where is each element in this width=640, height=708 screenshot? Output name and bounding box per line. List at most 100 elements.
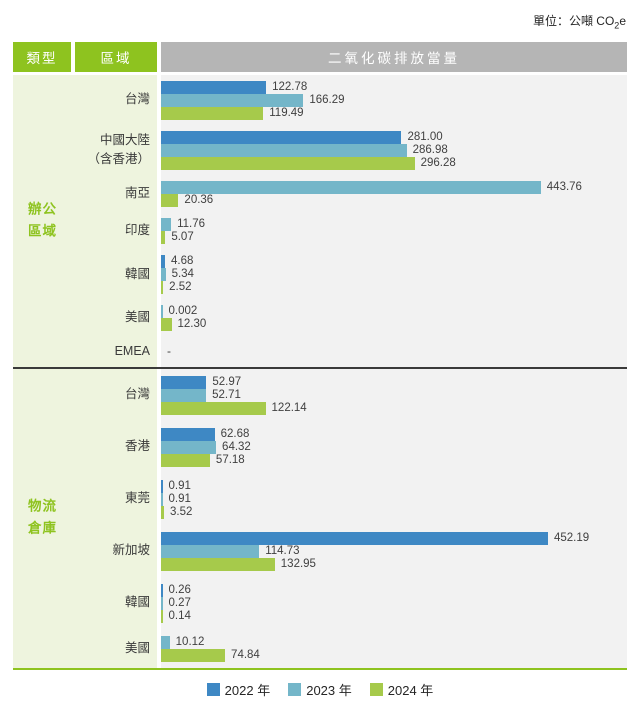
bar-value-label: 4.68 bbox=[171, 255, 194, 268]
type-label-office-area: 辦公 區域 bbox=[28, 201, 57, 239]
region-label: EMEA bbox=[114, 344, 150, 358]
type-region-column-background bbox=[13, 75, 157, 668]
bar-group: 10.12 74.84 bbox=[161, 635, 627, 662]
bar-line: 4.68 bbox=[161, 254, 627, 268]
bar-2024年 bbox=[161, 648, 226, 662]
legend: 2022 年 2023 年 2024 年 bbox=[0, 680, 640, 699]
bar-2024年 bbox=[161, 280, 164, 294]
bar-value-label: 20.36 bbox=[184, 194, 214, 207]
bar-line: 0.002 bbox=[161, 304, 627, 318]
column-header-region: 區域 bbox=[75, 42, 157, 72]
bar-2023年 bbox=[161, 596, 163, 610]
bar-line: 64.32 bbox=[161, 440, 627, 454]
chart-row-台灣: 台灣 122.78 166.29 119.49 bbox=[13, 80, 627, 120]
bar-2023年 bbox=[161, 93, 304, 107]
bar-2023年 bbox=[161, 388, 207, 402]
bar-group: 4.68 5.34 2.52 bbox=[161, 254, 627, 294]
bar-line: 114.73 bbox=[161, 544, 627, 558]
bar-2024年 bbox=[161, 505, 164, 519]
bar-line: 132.95 bbox=[161, 557, 627, 571]
bar-2023年 bbox=[161, 180, 541, 194]
bar-2024年 bbox=[161, 453, 210, 467]
bar-line: 452.19 bbox=[161, 531, 627, 545]
bar-value-label: 122.14 bbox=[271, 402, 307, 414]
bar-2023年 bbox=[161, 304, 163, 318]
bar-value-label: 64.32 bbox=[222, 441, 251, 453]
bar-value-label: 0.002 bbox=[168, 305, 198, 318]
chart-row-EMEA: EMEA - bbox=[13, 342, 627, 361]
bar-line: 3.52 bbox=[161, 505, 627, 519]
bar-2024年 bbox=[161, 317, 172, 331]
bar-value-label: 52.97 bbox=[212, 376, 242, 388]
bar-value-label: 452.19 bbox=[554, 532, 590, 544]
bar-value-label: 62.68 bbox=[220, 428, 250, 440]
chart-row-美國: 美國 0.002 12.30 bbox=[13, 304, 627, 331]
legend-item-2022: 2022 年 bbox=[206, 680, 271, 699]
bar-line: 12.30 bbox=[161, 317, 627, 331]
bar-group: 0.26 0.27 0.14 bbox=[161, 583, 627, 623]
chart-row-印度: 印度 11.76 5.07 bbox=[13, 217, 627, 244]
bar-group: 11.76 5.07 bbox=[161, 217, 627, 244]
region-label: 韓國 bbox=[124, 266, 150, 281]
column-header-value: 二氧化碳排放當量 bbox=[161, 42, 627, 72]
bar-2024年 bbox=[161, 557, 275, 571]
bar-2023年 bbox=[161, 544, 260, 558]
bar-value-label: 119.49 bbox=[269, 107, 304, 120]
bar-2022年 bbox=[161, 427, 215, 441]
bar-2023年 bbox=[161, 492, 163, 506]
bar-2024年 bbox=[161, 230, 166, 244]
no-data-placeholder: - bbox=[167, 344, 171, 359]
bar-2024年 bbox=[161, 401, 266, 415]
bar-line: 5.34 bbox=[161, 267, 627, 281]
bar-value-label: 57.18 bbox=[215, 454, 245, 466]
bar-2023年 bbox=[161, 217, 172, 231]
region-label: 東莞 bbox=[124, 491, 150, 506]
bar-value-label: 0.14 bbox=[168, 610, 191, 622]
bar-value-label: 166.29 bbox=[309, 94, 345, 107]
region-label: 美國 bbox=[124, 640, 150, 655]
bar-2022年 bbox=[161, 80, 267, 94]
chart-row-韓國: 韓國 0.26 0.27 0.14 bbox=[13, 583, 627, 623]
region-label: 新加坡 bbox=[112, 543, 150, 558]
bar-value-label: 132.95 bbox=[280, 558, 316, 570]
legend-label-2024: 2024 年 bbox=[387, 683, 434, 698]
bar-2022年 bbox=[161, 479, 163, 493]
region-label: 台灣 bbox=[124, 92, 150, 107]
bar-2022年 bbox=[161, 531, 548, 545]
bar-line: 52.71 bbox=[161, 388, 627, 402]
bar-2023年 bbox=[161, 440, 217, 454]
chart-row-美國: 美國 10.12 74.84 bbox=[13, 635, 627, 662]
bar-2023年 bbox=[161, 143, 407, 157]
bar-value-label: 0.91 bbox=[168, 493, 191, 505]
bar-value-label: 2.52 bbox=[169, 281, 192, 294]
bar-line: 0.91 bbox=[161, 479, 627, 493]
bar-line: 119.49 bbox=[161, 106, 627, 120]
bar-value-label: 12.30 bbox=[177, 318, 207, 331]
bar-value-label: 0.91 bbox=[168, 480, 191, 492]
legend-swatch-2024-icon bbox=[369, 683, 383, 696]
bar-group: 62.68 64.32 57.18 bbox=[161, 427, 627, 467]
region-label: 中國大陸 （含香港） bbox=[87, 132, 150, 167]
bar-group: 0.002 12.30 bbox=[161, 304, 627, 331]
bar-line: 443.76 bbox=[161, 180, 627, 194]
chart-body: 台灣 122.78 166.29 119.49 中國大陸 （含香港） 281.00 286.9… bbox=[13, 75, 627, 668]
bar-2022年 bbox=[161, 375, 207, 389]
bar-line: 296.28 bbox=[161, 156, 627, 170]
bar-group: 0.91 0.91 3.52 bbox=[161, 479, 627, 519]
bar-line: 20.36 bbox=[161, 193, 627, 207]
bar-value-label: 0.27 bbox=[168, 597, 191, 609]
bar-2024年 bbox=[161, 609, 163, 623]
bar-line: 0.26 bbox=[161, 583, 627, 597]
legend-swatch-2022-icon bbox=[206, 683, 220, 696]
legend-label-2023: 2023 年 bbox=[306, 683, 352, 698]
bar-group: 443.76 20.36 bbox=[161, 180, 627, 207]
bar-value-label: 52.71 bbox=[212, 389, 241, 401]
bottom-border-line bbox=[13, 668, 627, 670]
bar-line: 122.14 bbox=[161, 401, 627, 415]
bar-2023年 bbox=[161, 267, 166, 281]
legend-item-2024: 2024 年 bbox=[369, 680, 434, 699]
bar-line: 57.18 bbox=[161, 453, 627, 467]
chart-row-東莞: 東莞 0.91 0.91 3.52 bbox=[13, 479, 627, 519]
bar-value-label: 10.12 bbox=[175, 636, 205, 648]
legend-label-2022: 2022 年 bbox=[224, 683, 271, 698]
